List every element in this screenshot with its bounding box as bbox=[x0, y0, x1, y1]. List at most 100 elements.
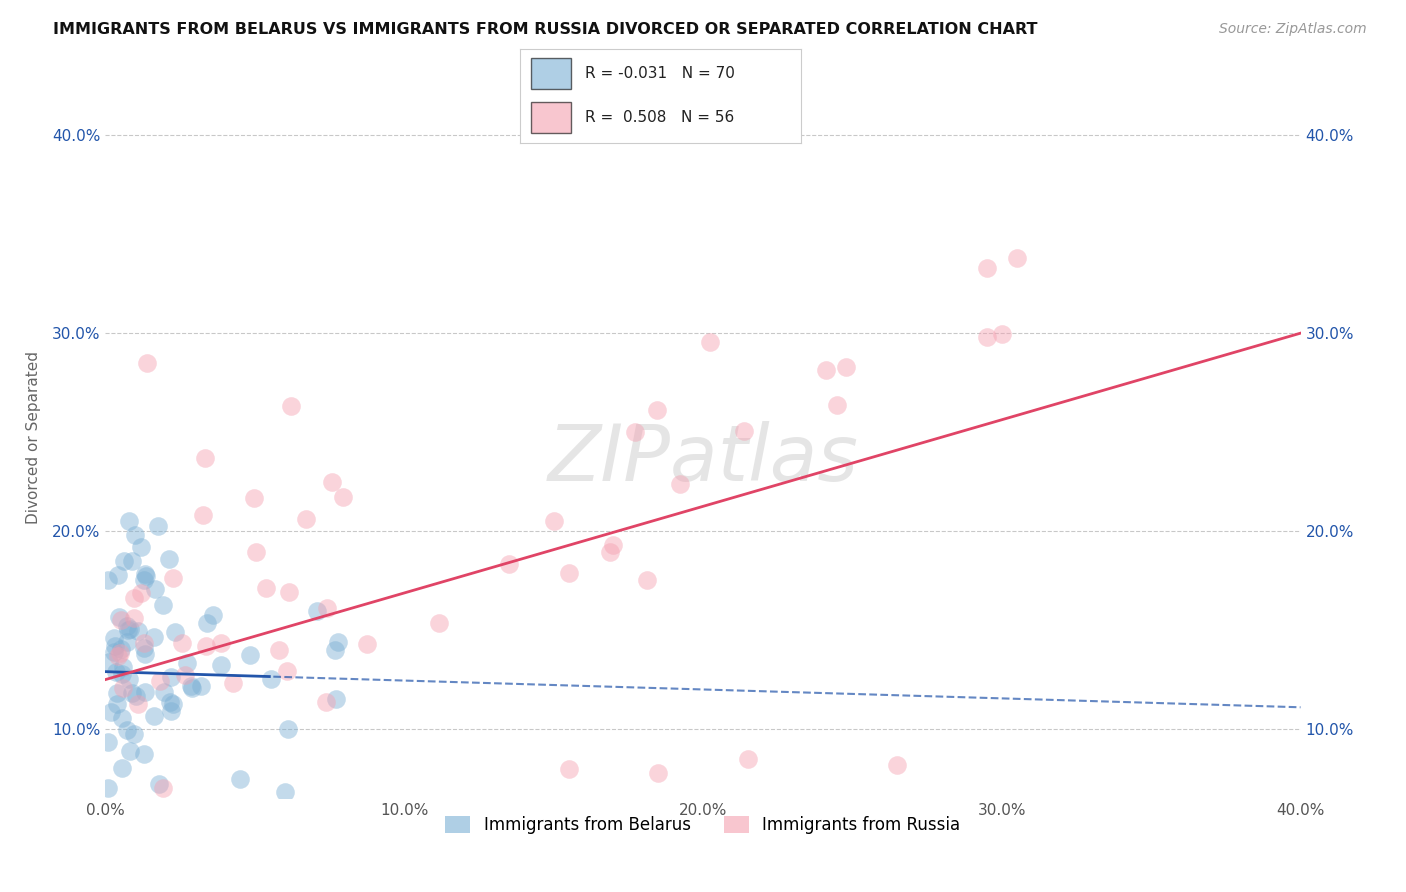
Point bbox=[332, 490, 354, 504]
Point bbox=[125, 689, 148, 703]
Point bbox=[129, 585, 152, 599]
Point bbox=[295, 512, 318, 526]
Point bbox=[110, 642, 132, 657]
Point bbox=[127, 624, 149, 638]
Point bbox=[307, 604, 329, 618]
Point bbox=[190, 679, 212, 693]
Point bbox=[111, 667, 134, 681]
Point bbox=[124, 528, 146, 542]
Point bbox=[111, 659, 134, 673]
Point bbox=[122, 611, 145, 625]
Point bbox=[557, 762, 579, 776]
Point bbox=[222, 676, 245, 690]
Point bbox=[193, 508, 215, 522]
Point bbox=[118, 514, 141, 528]
Point bbox=[122, 727, 145, 741]
Point bbox=[129, 540, 153, 554]
Point bbox=[277, 722, 299, 736]
Point bbox=[277, 584, 299, 599]
Point bbox=[127, 697, 149, 711]
Point bbox=[356, 637, 378, 651]
Point bbox=[239, 648, 262, 662]
Point bbox=[195, 615, 218, 630]
Point bbox=[194, 451, 217, 466]
Point bbox=[180, 681, 202, 695]
Point bbox=[280, 400, 302, 414]
Point bbox=[132, 641, 155, 656]
Point bbox=[152, 598, 174, 612]
Point bbox=[990, 326, 1012, 341]
Point bbox=[159, 670, 181, 684]
Point bbox=[134, 566, 156, 581]
Point bbox=[254, 581, 277, 595]
Point bbox=[834, 359, 856, 374]
Point bbox=[159, 695, 181, 709]
Point bbox=[325, 692, 347, 706]
Point bbox=[195, 639, 218, 653]
Point bbox=[321, 475, 343, 490]
Point bbox=[229, 772, 252, 786]
Text: R = -0.031   N = 70: R = -0.031 N = 70 bbox=[585, 66, 735, 81]
Point bbox=[136, 356, 159, 370]
Point bbox=[148, 777, 170, 791]
Point bbox=[267, 643, 290, 657]
Text: ZIPatlas: ZIPatlas bbox=[547, 421, 859, 497]
Legend: Immigrants from Belarus, Immigrants from Russia: Immigrants from Belarus, Immigrants from… bbox=[439, 809, 967, 840]
Point bbox=[105, 665, 128, 680]
Point bbox=[176, 657, 198, 671]
Point bbox=[104, 640, 127, 654]
Point bbox=[669, 477, 692, 491]
Point bbox=[108, 610, 131, 624]
Point bbox=[115, 723, 138, 738]
Point bbox=[273, 785, 295, 799]
Point bbox=[117, 635, 139, 649]
Point bbox=[121, 686, 143, 700]
Point bbox=[557, 566, 579, 580]
Point bbox=[315, 695, 337, 709]
Point bbox=[159, 704, 181, 718]
Point bbox=[323, 643, 346, 657]
Point bbox=[733, 424, 755, 438]
Point bbox=[97, 735, 120, 749]
Point bbox=[134, 574, 156, 588]
Point bbox=[645, 402, 668, 417]
Point bbox=[602, 538, 624, 552]
Point bbox=[976, 260, 998, 275]
Point bbox=[107, 648, 129, 663]
Point bbox=[260, 672, 283, 686]
Point bbox=[976, 330, 998, 344]
Point bbox=[97, 655, 120, 669]
Point bbox=[134, 685, 156, 699]
Point bbox=[737, 752, 759, 766]
Point bbox=[886, 757, 908, 772]
Point bbox=[328, 634, 350, 648]
Point bbox=[118, 623, 141, 637]
Point bbox=[115, 618, 138, 632]
Point bbox=[142, 709, 165, 723]
Point bbox=[117, 623, 139, 637]
Point bbox=[163, 625, 186, 640]
Point bbox=[152, 781, 174, 796]
Point bbox=[173, 667, 195, 681]
Point bbox=[110, 647, 132, 661]
Point bbox=[699, 334, 721, 349]
Point bbox=[111, 761, 134, 775]
Point bbox=[146, 519, 169, 533]
Point bbox=[316, 601, 339, 615]
Point bbox=[112, 554, 135, 568]
Point bbox=[105, 686, 128, 700]
Point bbox=[142, 630, 165, 644]
Point bbox=[107, 568, 129, 582]
Point bbox=[122, 591, 145, 606]
Point bbox=[498, 557, 520, 571]
Point bbox=[135, 569, 157, 583]
Point bbox=[134, 647, 156, 661]
Point bbox=[149, 673, 172, 688]
Point bbox=[647, 765, 669, 780]
Y-axis label: Divorced or Separated: Divorced or Separated bbox=[25, 351, 41, 524]
Point bbox=[105, 698, 128, 712]
Point bbox=[276, 664, 298, 678]
FancyBboxPatch shape bbox=[531, 59, 571, 89]
Point bbox=[134, 747, 156, 762]
Text: Source: ZipAtlas.com: Source: ZipAtlas.com bbox=[1219, 22, 1367, 37]
